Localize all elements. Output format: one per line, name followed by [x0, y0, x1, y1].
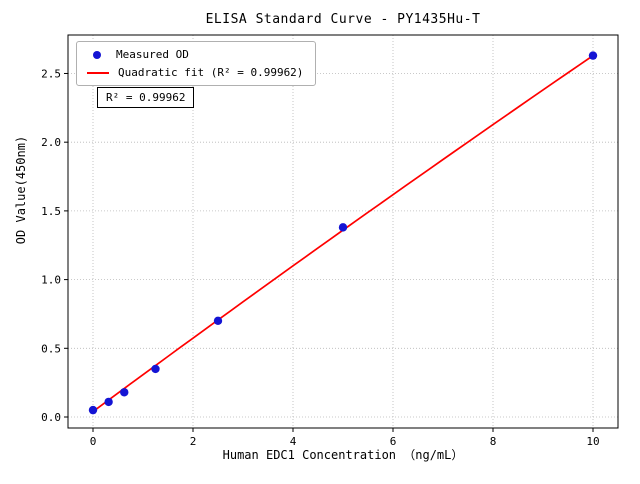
svg-text:0.5: 0.5 — [41, 342, 61, 355]
svg-text:8: 8 — [490, 435, 497, 448]
svg-text:0: 0 — [90, 435, 97, 448]
line-marker-icon — [87, 71, 109, 74]
legend-label-quadratic-fit: Quadratic fit (R² = 0.99962) — [118, 66, 304, 79]
svg-text:2.0: 2.0 — [41, 136, 61, 149]
svg-text:4: 4 — [290, 435, 297, 448]
legend-label-measured-od: Measured OD — [116, 48, 189, 61]
legend-item-quadratic-fit: Quadratic fit (R² = 0.99962) — [87, 66, 303, 79]
svg-text:1.0: 1.0 — [41, 274, 61, 287]
r-squared-annotation: R² = 0.99962 — [97, 87, 195, 108]
svg-text:0.0: 0.0 — [41, 411, 61, 424]
legend-item-measured-od: Measured OD — [87, 48, 303, 61]
svg-text:10: 10 — [586, 435, 599, 448]
svg-text:6: 6 — [390, 435, 397, 448]
chart-title: ELISA Standard Curve - PY1435Hu-T — [205, 12, 481, 27]
svg-text:1.5: 1.5 — [41, 205, 61, 218]
y-axis-label: OD Value(450nm) — [14, 135, 28, 245]
x-axis-label: Human EDC1 Concentration （ng/mL） — [222, 448, 464, 462]
legend: Measured OD Quadratic fit (R² = 0.99962) — [76, 41, 317, 86]
svg-text:2: 2 — [190, 435, 197, 448]
scatter-marker-icon — [93, 50, 101, 59]
svg-text:2.5: 2.5 — [41, 67, 61, 80]
